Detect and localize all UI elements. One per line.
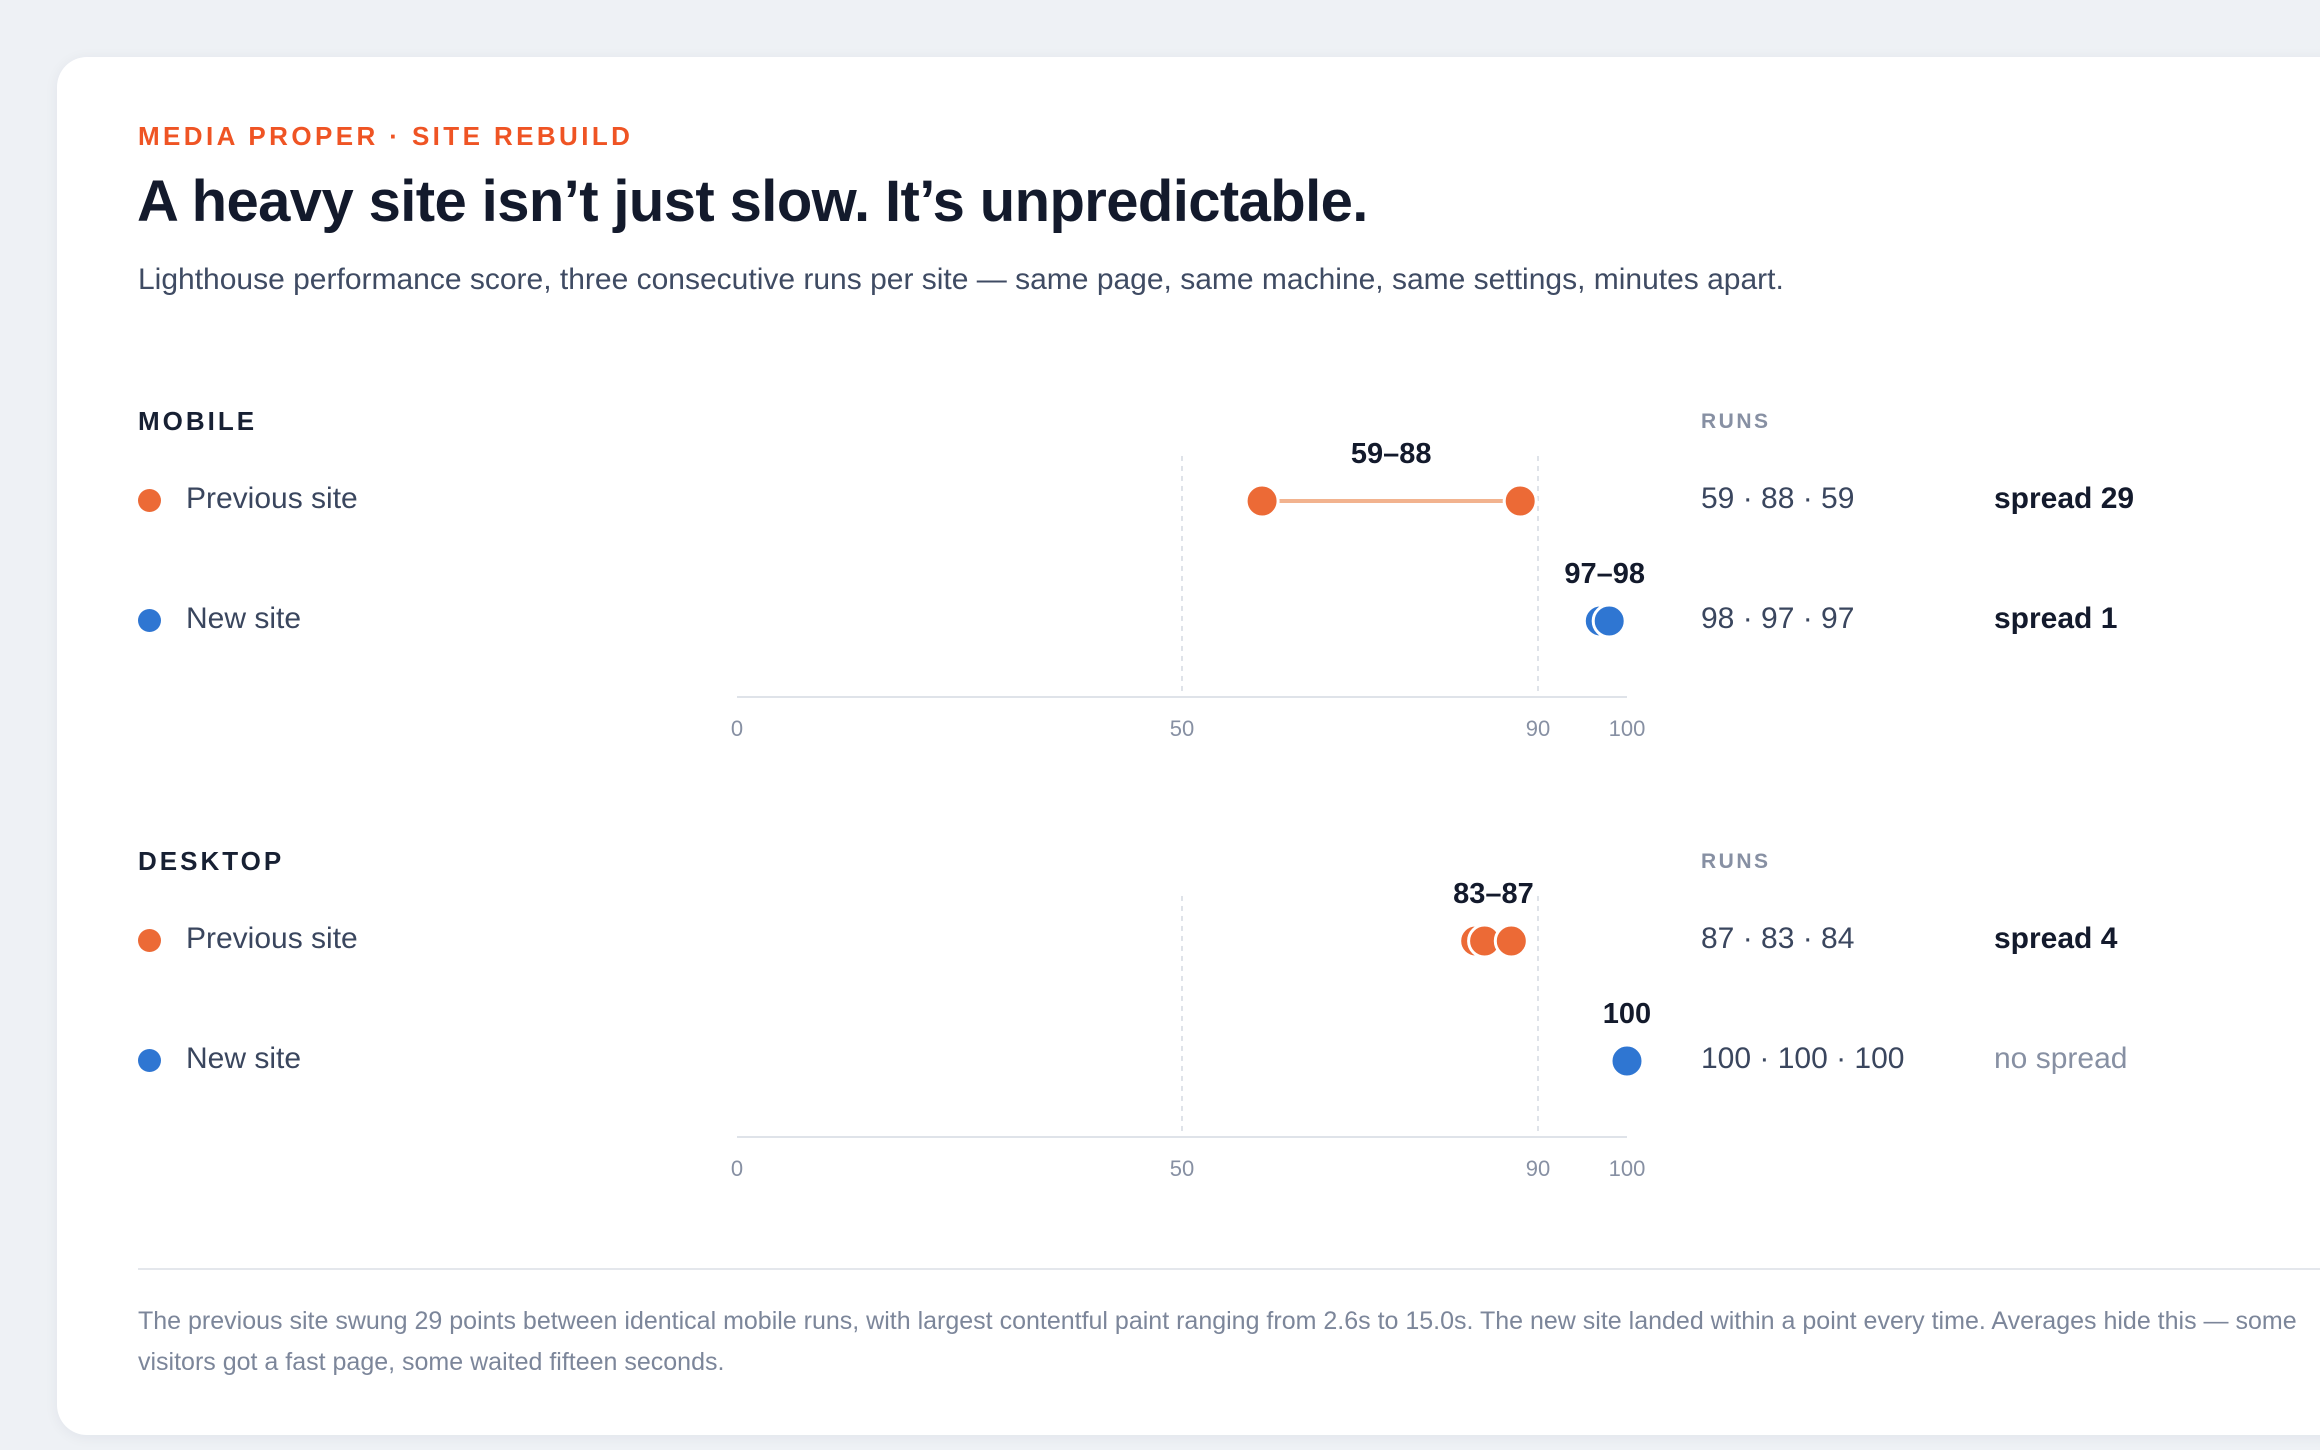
page-subtitle: Lighthouse performance score, three cons… [138, 263, 1784, 296]
tick-label-desktop: 100 [1609, 1156, 1646, 1181]
run-dot-mobile-new [1591, 603, 1627, 639]
page-title: A heavy site isn’t just slow. It’s unpre… [137, 169, 1368, 234]
range-label-mobile-new: 97–98 [1564, 558, 1645, 590]
tick-label-mobile: 100 [1609, 716, 1646, 741]
runs-text-desktop-new: 100 · 100 · 100 [1701, 1042, 1905, 1075]
run-dot-desktop-new [1609, 1043, 1645, 1079]
tick-label-desktop: 0 [731, 1156, 743, 1181]
spread-mobile-new: spread 1 [1994, 602, 2118, 635]
footer-divider [138, 1268, 2320, 1270]
range-label-mobile-previous: 59–88 [1351, 438, 1432, 470]
section-label-desktop: DESKTOP [138, 846, 285, 876]
row-label-mobile-previous: Previous site [186, 482, 358, 515]
spread-desktop-new: no spread [1994, 1042, 2128, 1075]
range-label-desktop-new: 100 [1603, 998, 1651, 1030]
section-label-mobile: MOBILE [138, 406, 258, 436]
runs-header-desktop: RUNS [1701, 850, 1771, 873]
legend-dot-new [138, 609, 161, 632]
run-dot-desktop-previous [1493, 923, 1529, 959]
tick-label-mobile: 90 [1526, 716, 1550, 741]
run-dot-mobile-previous [1502, 483, 1538, 519]
runs-text-mobile-previous: 59 · 88 · 59 [1701, 482, 1855, 515]
runs-text-mobile-new: 98 · 97 · 97 [1701, 602, 1855, 635]
runs-text-desktop-previous: 87 · 83 · 84 [1701, 922, 1855, 955]
legend-dot-previous [138, 489, 161, 512]
chart-card [57, 57, 2320, 1435]
spread-desktop-previous: spread 4 [1994, 922, 2118, 955]
eyebrow: MEDIA PROPER · SITE REBUILD [138, 121, 634, 151]
tick-label-desktop: 50 [1170, 1156, 1194, 1181]
tick-label-mobile: 50 [1170, 716, 1194, 741]
row-label-desktop-previous: Previous site [186, 922, 358, 955]
runs-header-mobile: RUNS [1701, 410, 1771, 433]
tick-label-mobile: 0 [731, 716, 743, 741]
tick-label-desktop: 90 [1526, 1156, 1550, 1181]
legend-dot-previous [138, 929, 161, 952]
spread-mobile-previous: spread 29 [1994, 482, 2135, 515]
legend-dot-new [138, 1049, 161, 1072]
row-label-mobile-new: New site [186, 602, 302, 635]
footnote: The previous site swung 29 points betwee… [138, 1307, 2297, 1376]
run-dot-mobile-previous [1244, 483, 1280, 519]
range-label-desktop-previous: 83–87 [1453, 878, 1534, 910]
row-label-desktop-new: New site [186, 1042, 302, 1075]
